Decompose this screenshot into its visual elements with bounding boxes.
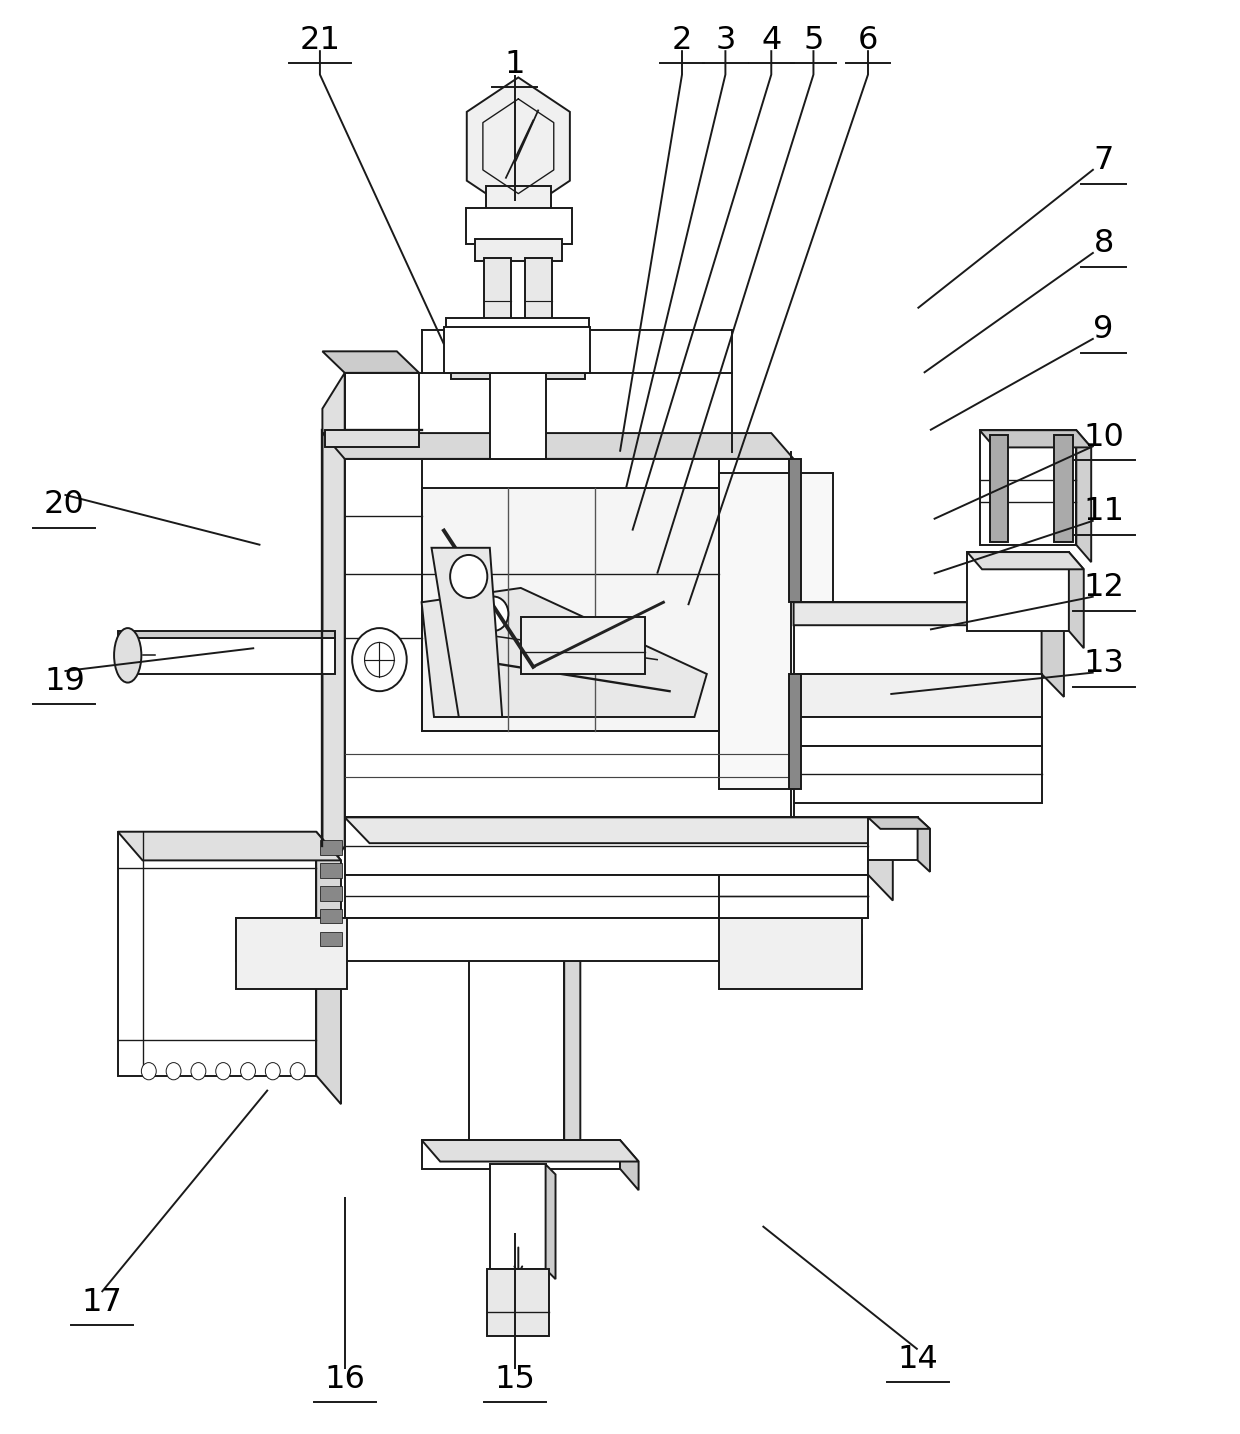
Circle shape: [241, 1063, 255, 1080]
Polygon shape: [794, 674, 1042, 717]
Polygon shape: [794, 717, 1042, 746]
Polygon shape: [422, 1140, 620, 1169]
Bar: [320, 909, 342, 923]
Polygon shape: [1069, 552, 1084, 648]
Polygon shape: [322, 351, 419, 373]
Polygon shape: [432, 548, 502, 717]
Polygon shape: [345, 373, 419, 846]
Polygon shape: [843, 918, 862, 978]
Polygon shape: [546, 1164, 556, 1279]
Text: 13: 13: [1084, 648, 1123, 680]
Text: 15: 15: [495, 1364, 534, 1395]
Polygon shape: [422, 1140, 639, 1162]
Polygon shape: [620, 1140, 639, 1190]
Text: 19: 19: [45, 665, 84, 697]
Polygon shape: [118, 832, 341, 860]
Text: 9: 9: [1094, 314, 1114, 346]
Polygon shape: [487, 1269, 549, 1336]
Polygon shape: [794, 602, 1042, 674]
Text: 3: 3: [715, 24, 735, 56]
Text: 16: 16: [325, 1364, 365, 1395]
Bar: [521, 617, 645, 674]
Circle shape: [479, 597, 508, 631]
Polygon shape: [967, 552, 1069, 631]
Circle shape: [141, 1063, 156, 1080]
Text: 2: 2: [672, 24, 692, 56]
Circle shape: [290, 1063, 305, 1080]
Text: 21: 21: [299, 24, 341, 56]
Polygon shape: [719, 473, 833, 789]
Polygon shape: [118, 638, 335, 674]
Polygon shape: [422, 588, 707, 717]
Bar: [451, 367, 585, 379]
Bar: [990, 435, 1008, 542]
Polygon shape: [325, 430, 419, 447]
Polygon shape: [564, 918, 580, 1169]
Bar: [490, 370, 546, 459]
Polygon shape: [236, 918, 843, 961]
Bar: [475, 239, 562, 261]
Text: 5: 5: [804, 24, 823, 56]
Text: 7: 7: [1094, 145, 1114, 176]
Bar: [320, 863, 342, 878]
Polygon shape: [236, 918, 347, 989]
Polygon shape: [980, 430, 1091, 447]
Polygon shape: [345, 875, 868, 918]
Polygon shape: [868, 817, 918, 860]
Bar: [789, 674, 801, 789]
Text: 17: 17: [82, 1286, 122, 1318]
Polygon shape: [345, 817, 868, 875]
Text: 12: 12: [1083, 572, 1125, 604]
Bar: [320, 886, 342, 901]
Polygon shape: [422, 488, 719, 731]
Circle shape: [191, 1063, 206, 1080]
Polygon shape: [345, 459, 794, 817]
Bar: [789, 459, 801, 602]
Bar: [466, 208, 572, 244]
Polygon shape: [794, 746, 1042, 803]
Polygon shape: [118, 631, 335, 638]
Bar: [484, 258, 511, 330]
Text: 14: 14: [898, 1344, 937, 1375]
Text: 4: 4: [761, 24, 781, 56]
Polygon shape: [868, 817, 893, 901]
Text: 20: 20: [45, 489, 84, 521]
Polygon shape: [794, 602, 1064, 625]
Text: 6: 6: [858, 24, 878, 56]
Text: 10: 10: [1084, 422, 1123, 453]
Polygon shape: [1042, 602, 1064, 697]
Circle shape: [216, 1063, 231, 1080]
Polygon shape: [466, 77, 570, 215]
Polygon shape: [322, 373, 345, 882]
Text: 8: 8: [1094, 228, 1114, 260]
Circle shape: [265, 1063, 280, 1080]
Polygon shape: [918, 817, 930, 872]
Ellipse shape: [114, 628, 141, 683]
Bar: [320, 932, 342, 946]
Polygon shape: [980, 430, 1076, 545]
Text: 1: 1: [505, 49, 525, 80]
Bar: [320, 840, 342, 855]
Polygon shape: [118, 832, 316, 1076]
Circle shape: [365, 642, 394, 677]
Polygon shape: [345, 817, 893, 843]
Polygon shape: [967, 552, 1084, 569]
Bar: [486, 186, 551, 215]
Polygon shape: [719, 918, 862, 989]
Bar: [1054, 435, 1073, 542]
Polygon shape: [316, 832, 341, 1104]
Circle shape: [352, 628, 407, 691]
Polygon shape: [469, 918, 564, 1147]
Circle shape: [166, 1063, 181, 1080]
Polygon shape: [490, 1164, 546, 1269]
Polygon shape: [1076, 430, 1091, 562]
Polygon shape: [719, 875, 868, 918]
Polygon shape: [322, 433, 794, 459]
Bar: [525, 258, 552, 330]
Bar: [446, 318, 589, 373]
Polygon shape: [868, 817, 930, 829]
Bar: [444, 327, 590, 373]
Circle shape: [450, 555, 487, 598]
Text: 11: 11: [1083, 496, 1125, 528]
